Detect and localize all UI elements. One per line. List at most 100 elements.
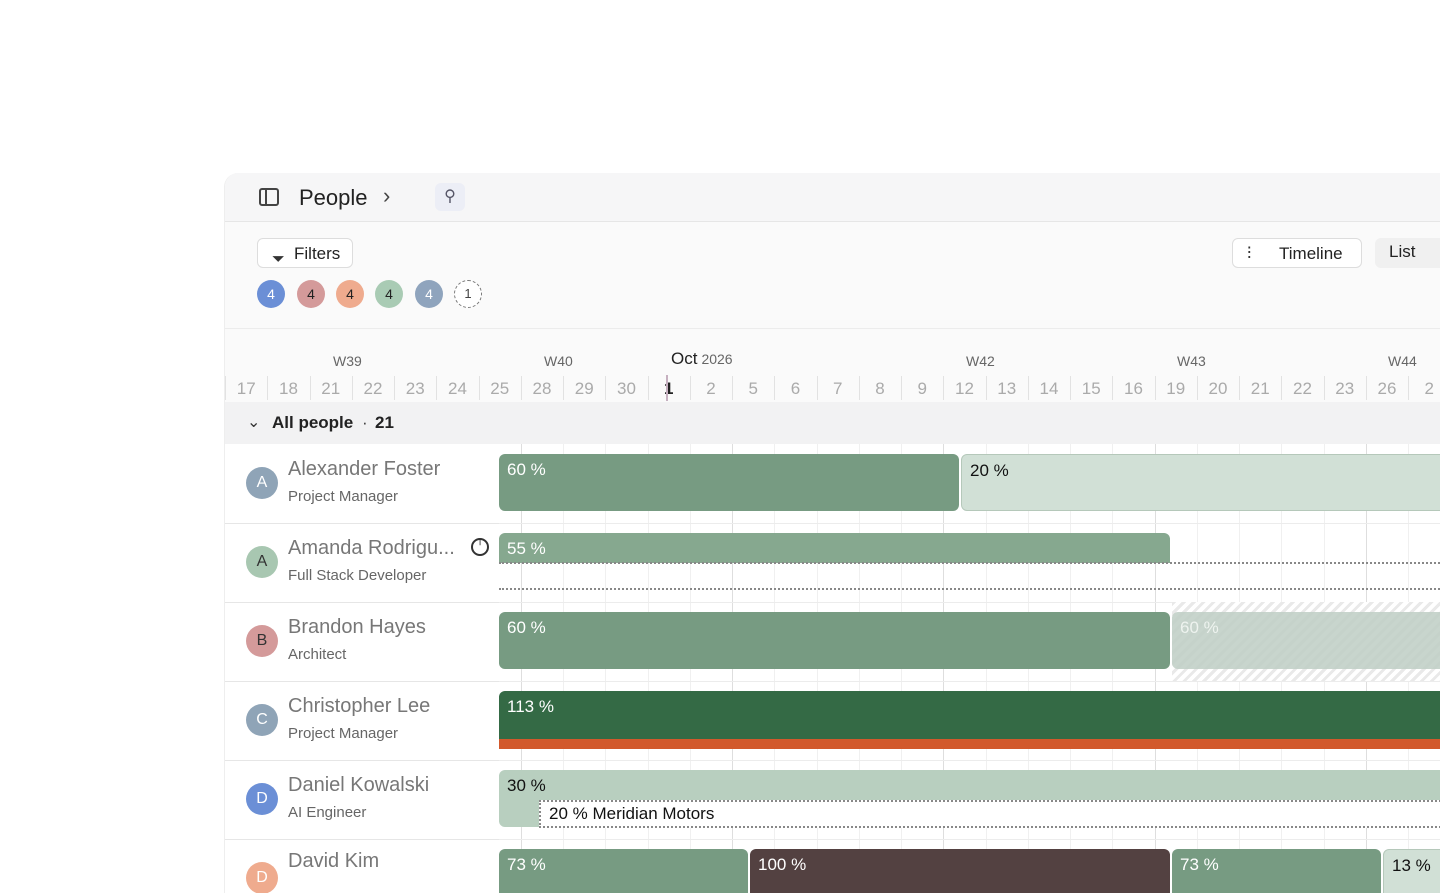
list-item[interactable]: A Alexander Foster Project Manager	[225, 444, 499, 524]
day-tick	[1323, 376, 1325, 400]
day-tick	[267, 376, 269, 400]
list-item[interactable]: A Amanda Rodrigu... Full Stack Developer…	[225, 523, 499, 603]
person-role: Architect	[288, 646, 347, 663]
group-label: All people	[272, 413, 354, 432]
project-tag[interactable]: 20 % Meridian Motors	[539, 800, 1440, 828]
day-label: 7	[833, 379, 843, 398]
allocation-bar[interactable]: 73 %	[499, 849, 748, 893]
day-tick	[1112, 376, 1114, 400]
timeline-label: Timeline	[1279, 244, 1343, 263]
list-item[interactable]: D David Kim	[225, 839, 499, 893]
day-tick	[225, 376, 226, 400]
day-tick	[520, 376, 522, 400]
allocation-bar[interactable]: 13 %	[1383, 849, 1440, 893]
day-tick	[351, 376, 353, 400]
day-tick	[1365, 376, 1367, 400]
filter-icon: ⏷	[272, 251, 285, 268]
row-divider	[499, 523, 1440, 524]
day-label: 23	[405, 379, 425, 398]
person-name[interactable]: Christopher Lee	[288, 695, 431, 717]
day-tick	[858, 376, 860, 400]
day-tick	[1239, 376, 1240, 400]
filter-badge[interactable]: 4	[415, 280, 443, 308]
row-divider	[499, 602, 1440, 603]
day-tick	[1196, 376, 1198, 400]
day-label: 1	[664, 379, 674, 398]
list-view-button[interactable]: List	[1375, 238, 1440, 268]
breadcrumb-title[interactable]: People	[299, 185, 368, 210]
day-label: 22	[363, 379, 383, 398]
day-label: 21	[321, 379, 341, 398]
group-header[interactable]: ⌄ All people · 21	[225, 402, 1440, 445]
group-separator: ·	[362, 413, 368, 432]
filters-button[interactable]: ⏷ Filters	[257, 238, 354, 268]
day-tick	[689, 376, 691, 400]
filter-badge-dashed[interactable]: 1	[454, 280, 482, 308]
day-tick	[985, 376, 987, 400]
allocation-bar[interactable]: 100 %	[750, 849, 1170, 893]
allocation-bar[interactable]: 20 %	[961, 454, 1440, 511]
person-name[interactable]: David Kim	[288, 850, 380, 872]
avatar: A	[246, 467, 278, 499]
row-divider	[499, 681, 1440, 682]
allocation-bar[interactable]: 73 %	[1172, 849, 1381, 893]
clock-icon[interactable]: ╵	[471, 538, 489, 556]
person-role: Project Manager	[288, 488, 399, 505]
allocation-bar[interactable]: 113 %	[499, 691, 1440, 739]
person-name[interactable]: Alexander Foster	[288, 458, 441, 480]
divider	[225, 328, 1440, 329]
pin-icon[interactable]: ⚲	[435, 183, 465, 211]
allocation-bar[interactable]: 55 %	[499, 533, 1170, 563]
day-label: 24	[448, 379, 467, 398]
filters-label: Filters	[294, 244, 341, 263]
avatar: C	[246, 704, 278, 736]
chevron-right-icon[interactable]: ›	[383, 183, 391, 208]
day-tick	[901, 376, 902, 400]
allocation-bar[interactable]: 60 %	[1172, 612, 1440, 669]
list-item[interactable]: B Brandon Hayes Architect	[225, 602, 499, 682]
week-label: W39	[333, 353, 362, 369]
day-tick	[1281, 376, 1283, 400]
day-label: 9	[917, 379, 927, 398]
person-name[interactable]: Daniel Kowalski	[288, 774, 430, 796]
day-label: 18	[279, 379, 298, 398]
today-marker	[666, 375, 668, 401]
day-label: 2	[706, 379, 716, 398]
year-label: 2026	[701, 351, 733, 367]
day-tick	[732, 376, 733, 400]
day-tick	[309, 376, 311, 400]
allocation-bar[interactable]: 60 %	[499, 454, 959, 511]
avatar: D	[246, 862, 278, 893]
day-tick	[1070, 376, 1071, 400]
timeline-grid: 60 % 20 % 55 % 60 % 60 % 113 % 30 % 20 %…	[499, 444, 1440, 893]
day-label: 21	[1250, 379, 1270, 398]
timeline-view-button[interactable]: ⫶ Timeline	[1232, 238, 1362, 268]
week-label: W43	[1177, 353, 1206, 369]
person-name[interactable]: Brandon Hayes	[288, 616, 426, 638]
week-label: W42	[966, 353, 995, 369]
allocation-bar[interactable]: 60 %	[499, 612, 1170, 669]
day-tick	[1027, 376, 1029, 400]
filter-badge[interactable]: 4	[375, 280, 403, 308]
chevron-down-icon[interactable]: ⌄	[247, 414, 261, 431]
day-label: 28	[532, 379, 552, 398]
day-tick	[1154, 376, 1156, 400]
filter-badge[interactable]: 4	[336, 280, 364, 308]
sidebar-toggle-icon[interactable]	[259, 188, 279, 206]
person-role: AI Engineer	[288, 804, 367, 821]
day-label: 23	[1335, 379, 1355, 398]
day-label: 26	[1377, 379, 1397, 398]
day-label: 15	[1081, 379, 1101, 398]
app-window: People › ⚲ ⏷ Filters 4 4 4 4 4 1 ⫶ Timel…	[224, 173, 1440, 893]
day-tick	[436, 376, 438, 400]
list-item[interactable]: C Christopher Lee Project Manager	[225, 681, 499, 761]
filter-badge[interactable]: 4	[257, 280, 285, 308]
person-name[interactable]: Amanda Rodrigu...	[288, 537, 455, 559]
day-tick	[816, 376, 818, 400]
day-label: 2	[1424, 379, 1434, 398]
capacity-line	[499, 562, 1440, 564]
top-bar: People › ⚲	[225, 173, 1440, 222]
filter-badge[interactable]: 4	[297, 280, 325, 308]
avatar: B	[246, 625, 278, 657]
list-item[interactable]: D Daniel Kowalski AI Engineer	[225, 760, 499, 840]
